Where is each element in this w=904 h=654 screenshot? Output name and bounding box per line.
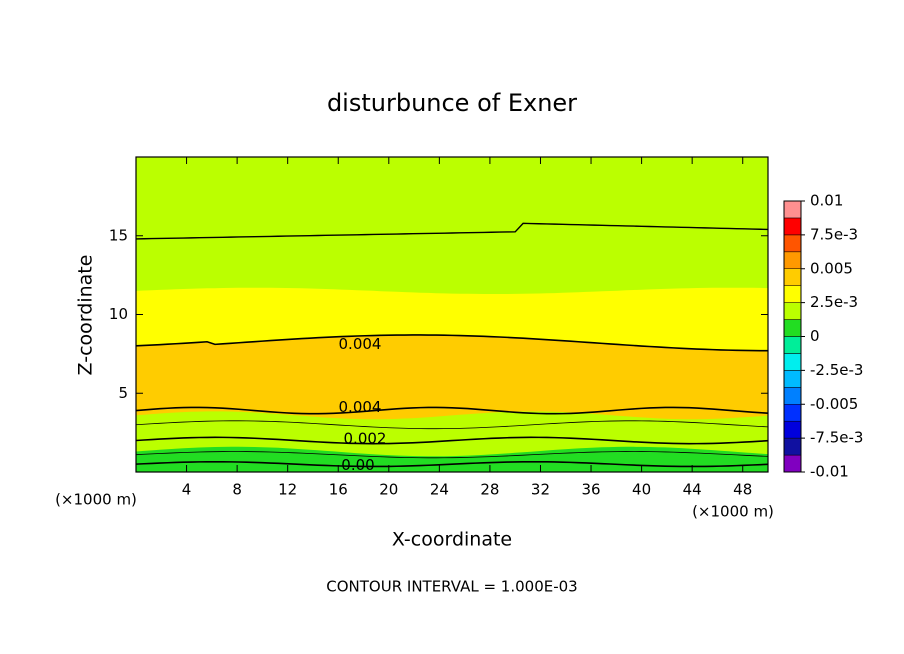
colorbar-band xyxy=(783,302,802,320)
contour-label: 0.00 xyxy=(341,456,374,474)
chart-title: disturbunce of Exner xyxy=(327,89,577,117)
x-tick-label: 12 xyxy=(278,481,297,499)
y-tick-label: 15 xyxy=(109,226,128,244)
contour-line xyxy=(135,436,769,445)
colorbar-band xyxy=(783,387,802,405)
colorbar-tick-label: -2.5e-3 xyxy=(810,361,863,379)
contour-line xyxy=(135,222,769,240)
colorbar-band xyxy=(783,353,802,371)
x-tick-label: 24 xyxy=(430,481,449,499)
colorbar-band xyxy=(783,420,802,439)
contour-line xyxy=(135,460,769,468)
colorbar-band xyxy=(783,454,802,473)
colorbar-tick-label: 0.01 xyxy=(810,192,843,210)
colorbar-band xyxy=(783,251,802,269)
contour-line xyxy=(135,406,769,415)
colorbar-band xyxy=(783,217,802,236)
x-tick-label: 44 xyxy=(683,481,702,499)
contour-line xyxy=(135,420,769,430)
colorbar-band xyxy=(783,336,802,354)
colorbar-tick-label: 2.5e-3 xyxy=(810,293,858,311)
x-axis-label: X-coordinate xyxy=(392,529,512,551)
x-tick-label: 16 xyxy=(329,481,348,499)
y-unit-label: (×1000 m) xyxy=(55,491,137,509)
colorbar-band xyxy=(783,319,802,337)
contour-label: 0.004 xyxy=(339,398,382,416)
y-axis-label: Z-coordinate xyxy=(75,255,97,376)
colorbar-band xyxy=(783,370,802,388)
colorbar-tick-label: 0.005 xyxy=(810,259,853,277)
y-tick-label: 10 xyxy=(109,305,128,323)
colorbar-band xyxy=(783,437,802,456)
contour-line xyxy=(135,451,769,459)
colorbar-tick-label: -7.5e-3 xyxy=(810,429,863,447)
colorbar-tick-label: -0.005 xyxy=(810,395,858,413)
colorbar-tick-label: 0 xyxy=(810,327,820,345)
colorbar-band xyxy=(783,200,802,219)
colorbar-band xyxy=(783,404,802,422)
colorbar-band xyxy=(783,268,802,286)
contour-line xyxy=(135,334,769,352)
x-tick-label: 32 xyxy=(531,481,550,499)
colorbar-band xyxy=(783,234,802,253)
x-tick-label: 20 xyxy=(379,481,398,499)
contour-label: 0.002 xyxy=(344,429,387,447)
colorbar-tick-label: -0.01 xyxy=(810,463,849,481)
colorbar-band xyxy=(783,285,802,303)
contour-label: 0.004 xyxy=(339,335,382,353)
x-tick-label: 4 xyxy=(182,481,192,499)
colorbar-tick-label: 7.5e-3 xyxy=(810,225,858,243)
x-unit-label: (×1000 m) xyxy=(692,503,774,521)
footnote: CONTOUR INTERVAL = 1.000E-03 xyxy=(326,578,577,596)
x-tick-label: 36 xyxy=(581,481,600,499)
x-tick-label: 28 xyxy=(480,481,499,499)
x-tick-label: 40 xyxy=(632,481,651,499)
x-tick-label: 8 xyxy=(232,481,242,499)
y-tick-label: 5 xyxy=(118,384,128,402)
x-tick-label: 48 xyxy=(733,481,752,499)
